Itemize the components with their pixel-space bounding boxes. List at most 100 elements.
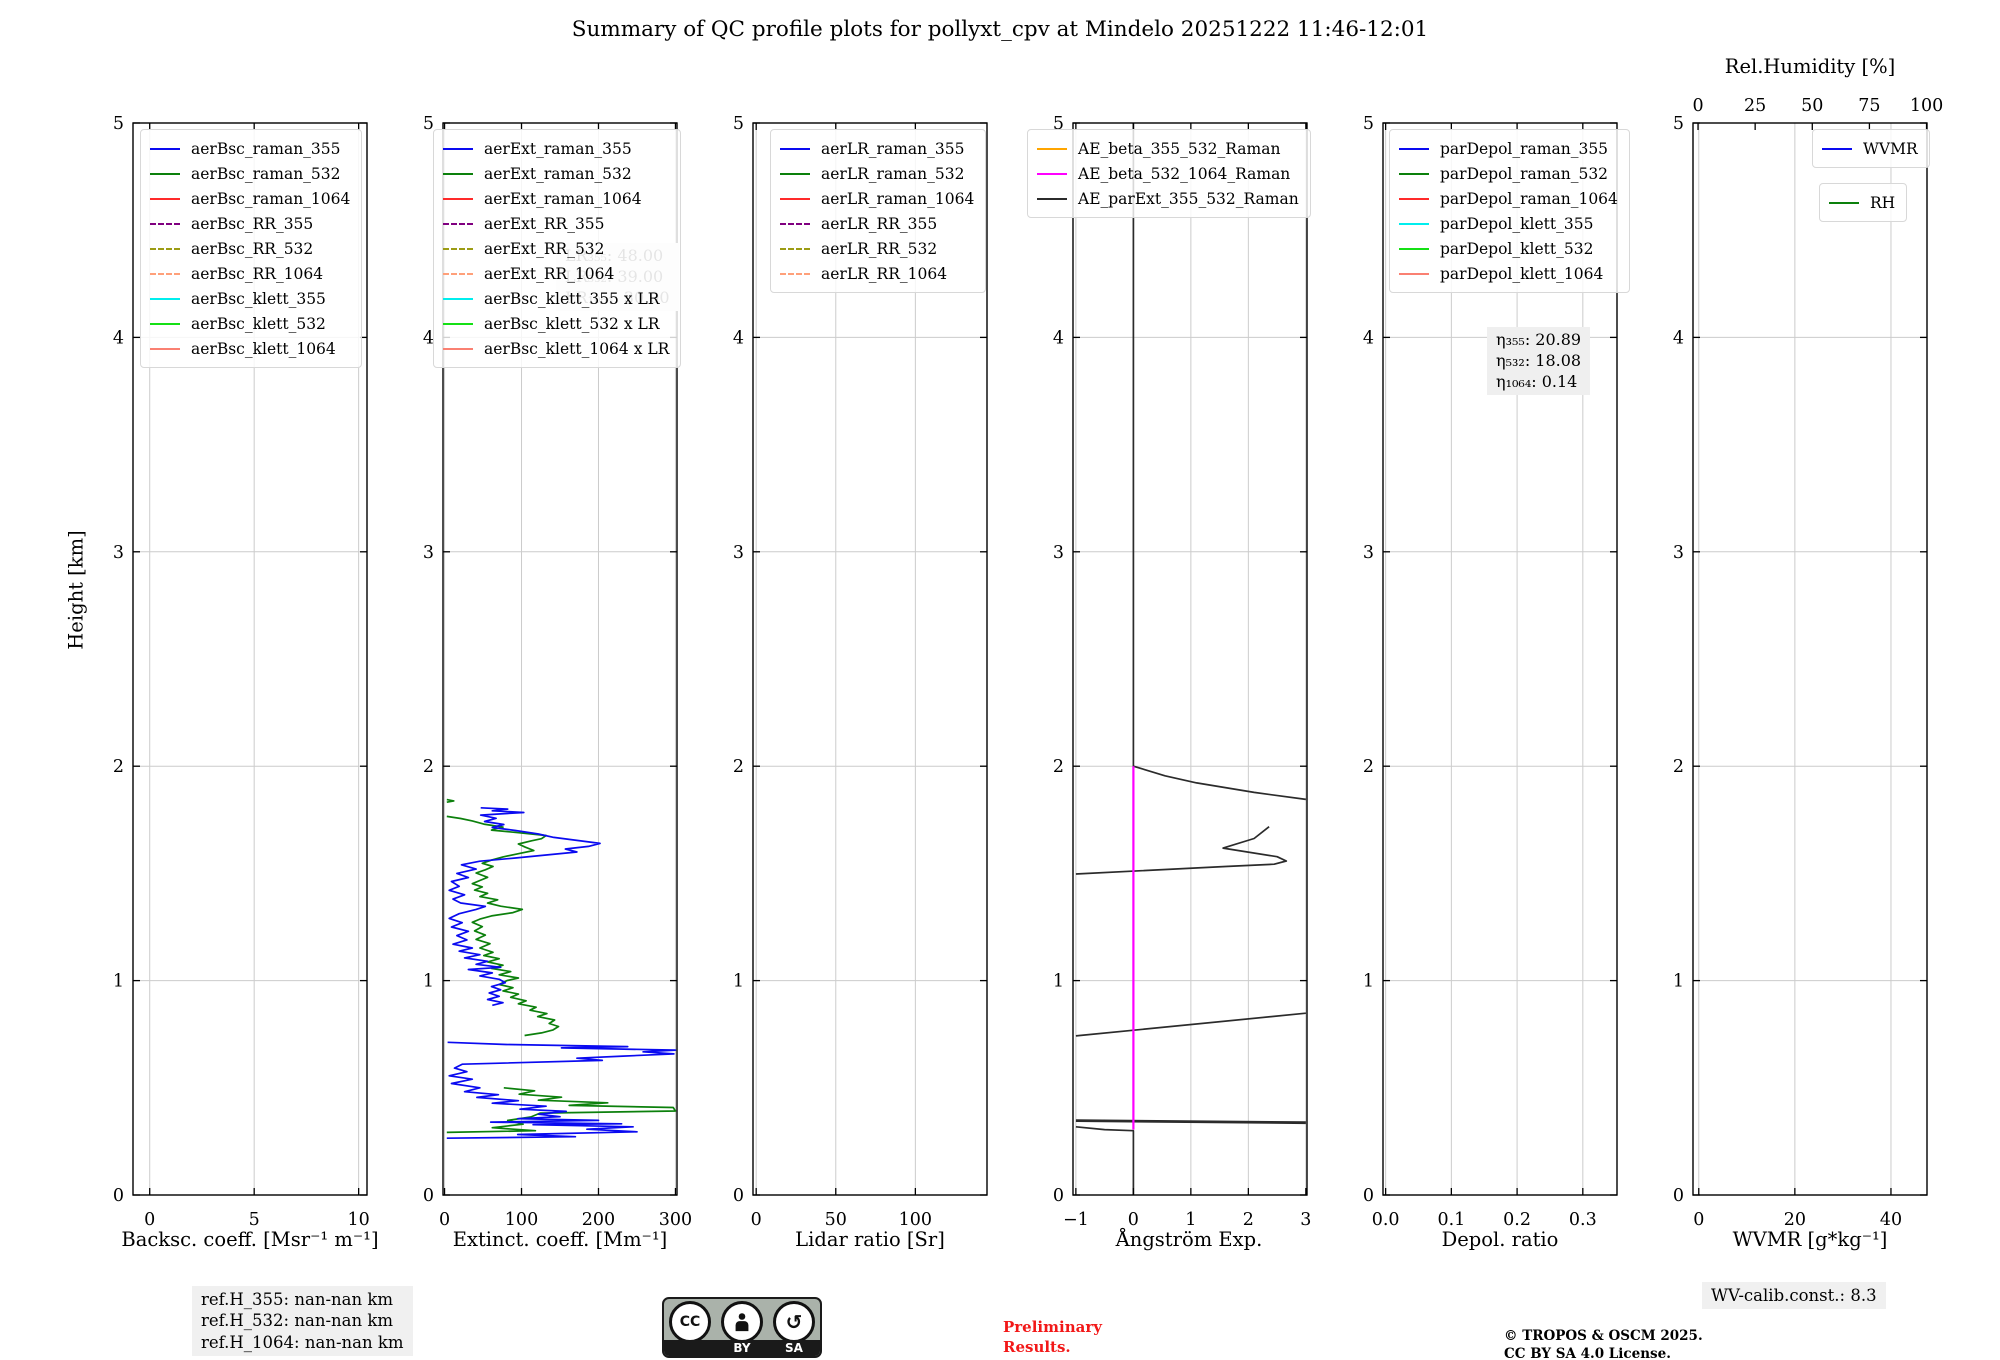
legend-item-label: aerLR_RR_1064	[821, 264, 948, 283]
cc-badge-strip: BY SA	[664, 1340, 820, 1356]
legend-item: aerLR_raman_355	[780, 136, 974, 161]
legend-item: aerBsc_klett_1064 x LR	[443, 336, 669, 361]
legend-rh: RH	[1819, 183, 1908, 222]
legend-item: parDepol_raman_355	[1399, 136, 1618, 161]
y-tick-label: 5	[423, 114, 434, 134]
x-tick-label: 0	[1128, 1210, 1139, 1230]
legend-line-sample	[443, 347, 473, 350]
legend-line-sample	[1399, 197, 1429, 200]
legend-item: aerExt_raman_532	[443, 161, 669, 186]
legend-item-label: aerExt_raman_1064	[484, 189, 642, 208]
legend-item: aerExt_RR_355	[443, 211, 669, 236]
y-tick-label: 5	[1053, 114, 1064, 134]
legend-line-sample	[443, 322, 473, 325]
y-tick-label: 1	[733, 972, 744, 992]
legend-item: parDepol_klett_532	[1399, 236, 1618, 261]
annotation-line: ref.H_355: nan-nan km	[201, 1290, 393, 1309]
legend-item: AE_parExt_355_532_Raman	[1037, 186, 1299, 211]
legend-item: aerBsc_raman_355	[150, 136, 350, 161]
legend-line-sample	[1399, 272, 1429, 275]
legend-lidar-ratio: aerLR_raman_355 aerLR_raman_532 aerLR_rama…	[770, 129, 987, 293]
y-tick-label: 1	[1053, 972, 1064, 992]
person-icon	[721, 1301, 763, 1343]
legend-item: aerBsc_klett_355 x LR	[443, 286, 669, 311]
legend-item: aerBsc_RR_532	[150, 236, 350, 261]
annotation-line: ref.H_532: nan-nan km	[201, 1311, 393, 1331]
legend-item-label: parDepol_klett_355	[1440, 214, 1594, 233]
legend-line-sample	[443, 297, 473, 300]
rh-top-tick-label: 75	[1858, 96, 1880, 116]
legend-item-label: WVMR	[1863, 139, 1918, 158]
legend-line-sample	[780, 197, 810, 200]
annotation-line: © TROPOS & OSCM 2025.	[1504, 1328, 1703, 1344]
legend-line-sample	[150, 297, 180, 300]
y-tick-label: 5	[1363, 114, 1374, 134]
y-tick-label: 3	[423, 543, 434, 563]
legend-line-sample	[150, 247, 180, 250]
x-tick-label: 0	[751, 1210, 762, 1230]
legend-item: aerLR_RR_355	[780, 211, 974, 236]
legend-item: aerExt_raman_355	[443, 136, 669, 161]
y-tick-label: 4	[733, 328, 744, 348]
cc-icon-text: CC	[679, 1314, 701, 1330]
legend-item-label: parDepol_klett_532	[1440, 239, 1594, 258]
share-alike-glyph: ↺	[785, 1310, 803, 1334]
legend-line-sample	[150, 197, 180, 200]
legend-item: aerBsc_RR_355	[150, 211, 350, 236]
y-tick-label: 3	[733, 543, 744, 563]
y-tick-label: 2	[423, 757, 434, 777]
series-AE_parExt_355_532_Raman	[1132, 123, 1307, 801]
legend-item-label: parDepol_raman_532	[1440, 164, 1609, 183]
x-tick-label: 300	[659, 1210, 692, 1230]
legend-item: aerBsc_raman_1064	[150, 186, 350, 211]
rh-top-tick-label: 25	[1744, 96, 1766, 116]
legend-item: aerLR_raman_1064	[780, 186, 974, 211]
x-tick-label: 50	[825, 1210, 847, 1230]
y-tick-label: 4	[1053, 328, 1064, 348]
legend-line-sample	[1829, 201, 1859, 204]
xlabel-backscatter: Backsc. coeff. [Msr⁻¹ m⁻¹]	[121, 1228, 379, 1251]
panel-spines	[1692, 122, 1928, 1196]
legend-item-label: aerExt_RR_532	[484, 239, 605, 258]
y-tick-label: 3	[1673, 543, 1684, 563]
series-aerExt_raman_355	[448, 806, 601, 1007]
legend-item: parDepol_raman_532	[1399, 161, 1618, 186]
series-AE_parExt_355_532_Raman	[1075, 826, 1288, 875]
legend-item-label: aerLR_raman_355	[821, 139, 965, 158]
legend-item-label: aerBsc_klett_355	[191, 289, 326, 308]
eta-values-annotation: η₃₅₅: 20.89 η₅₃₂: 18.08 η₁₀₆₄: 0.14	[1487, 327, 1591, 396]
legend-line-sample	[1399, 247, 1429, 250]
y-tick-label: 4	[1673, 328, 1684, 348]
rh-top-tick-label: 0	[1692, 96, 1703, 116]
series-aerExt_raman_355	[446, 1041, 677, 1140]
legend-item-label: AE_beta_532_1064_Raman	[1078, 164, 1291, 183]
series-aerExt_raman_532	[446, 815, 560, 1037]
legend-item-label: AE_beta_355_532_Raman	[1078, 139, 1281, 158]
x-tick-label: 0.0	[1372, 1210, 1400, 1230]
legend-item-label: aerBsc_raman_1064	[191, 189, 351, 208]
y-tick-label: 5	[733, 114, 744, 134]
legend-line-sample	[150, 272, 180, 275]
y-tick-label: 0	[733, 1186, 744, 1206]
top-axis-label-rh: Rel.Humidity [%]	[1724, 55, 1896, 78]
x-tick-label: 100	[505, 1210, 538, 1230]
cc-badge-icons: CC ↺	[664, 1301, 820, 1343]
preliminary-results-note: Preliminary Results.	[1003, 1318, 1102, 1357]
legend-line-sample	[1822, 147, 1852, 150]
cc-by-label: BY	[733, 1341, 751, 1355]
x-tick-label: 0.3	[1569, 1210, 1597, 1230]
y-tick-label: 0	[1673, 1186, 1684, 1206]
legend-item: aerBsc_klett_532	[150, 311, 350, 336]
legend-item-label: parDepol_klett_1064	[1440, 264, 1604, 283]
legend-line-sample	[780, 147, 810, 150]
legend-line-sample	[443, 147, 473, 150]
legend-line-sample	[443, 172, 473, 175]
y-tick-label: 4	[113, 328, 124, 348]
legend-line-sample	[780, 222, 810, 225]
xlabel-angstrom: Ångström Exp.	[1115, 1228, 1263, 1251]
x-tick-label: 0.2	[1503, 1210, 1531, 1230]
legend-line-sample	[780, 172, 810, 175]
legend-item: aerLR_raman_532	[780, 161, 974, 186]
legend-line-sample	[443, 247, 473, 250]
